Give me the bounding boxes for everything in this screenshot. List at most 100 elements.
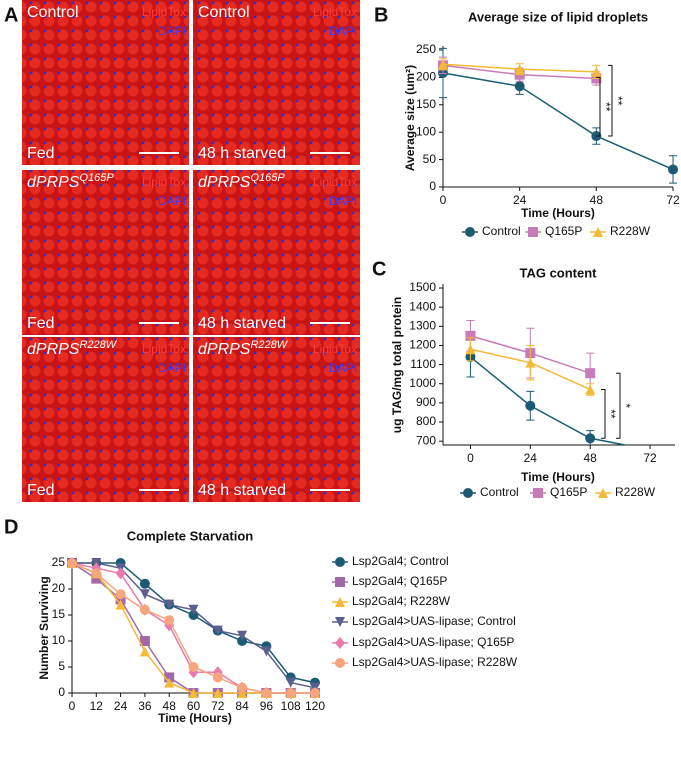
legend-marker <box>533 488 543 498</box>
marker <box>285 677 296 688</box>
y-tick-label: 800 <box>416 414 436 428</box>
genotype: dPRPS <box>27 341 80 358</box>
micrograph <box>22 337 189 502</box>
marker <box>115 594 126 605</box>
marker <box>585 433 596 444</box>
genotype: dPRPS <box>27 174 80 191</box>
x-tick-label: 48 <box>590 193 604 207</box>
stain-label: DAPI <box>329 24 357 38</box>
legend-label: Control <box>480 485 519 499</box>
legend-label: R228W <box>610 224 651 238</box>
legend-label: Q165P <box>550 485 587 499</box>
marker <box>591 66 602 77</box>
condition-label: 48 h starved <box>198 482 286 499</box>
marker <box>139 646 150 657</box>
legend-label: Lsp2Gal4>UAS-lipase; R228W <box>352 655 518 669</box>
panel-label: C <box>372 258 386 280</box>
marker <box>585 384 596 395</box>
genotype-label: dPRPSR228W <box>198 339 289 358</box>
marker <box>115 567 126 580</box>
legend-marker <box>528 227 538 237</box>
stain-label: LipidTox <box>313 342 357 356</box>
micrograph <box>193 170 360 335</box>
x-tick-label: 60 <box>187 699 201 713</box>
legend-marker <box>335 597 345 607</box>
x-tick-label: 108 <box>281 699 301 713</box>
marker <box>525 400 536 411</box>
x-tick-label: 72 <box>666 193 680 207</box>
significance-bracket <box>616 372 621 439</box>
panel-label: A <box>4 4 18 26</box>
plot-area <box>67 557 320 699</box>
marker <box>514 64 525 75</box>
micrograph <box>193 337 360 502</box>
stain-label: DAPI <box>329 194 357 208</box>
genotype: dPRPS <box>198 341 251 358</box>
genotype: dPRPS <box>198 174 251 191</box>
legend-label: R228W <box>615 485 656 499</box>
x-tick-label: 48 <box>584 451 598 465</box>
significance-label: ** <box>599 102 613 112</box>
legend-marker <box>598 488 608 498</box>
marker <box>164 615 175 626</box>
legend-marker <box>593 227 603 237</box>
marker <box>237 682 248 693</box>
genotype-label: dPRPSQ165P <box>27 172 114 191</box>
legend-label: Lsp2Gal4; R228W <box>352 594 451 608</box>
condition-label: 48 h starved <box>198 315 286 332</box>
marker <box>188 662 199 672</box>
marker <box>115 589 126 600</box>
condition-label: Fed <box>27 315 55 332</box>
chart-title: Average size of lipid droplets <box>468 9 648 24</box>
legend-marker <box>335 617 345 627</box>
chart-title: TAG content <box>519 265 597 280</box>
allele: R228W <box>79 339 117 351</box>
legend-label: Lsp2Gal4>UAS-lipase; Q165P <box>352 635 514 649</box>
marker <box>668 164 678 175</box>
series-line <box>469 356 630 445</box>
y-tick-label: 700 <box>416 433 436 447</box>
allele: Q165P <box>79 172 114 184</box>
plot-area <box>465 320 652 445</box>
marker <box>115 599 126 610</box>
marker <box>164 677 175 688</box>
y-axis-label: ug TAG/mg total protein <box>390 297 404 433</box>
marker <box>164 672 175 683</box>
marker <box>212 625 223 636</box>
x-tick-label: 24 <box>114 699 128 713</box>
x-tick-label: 24 <box>524 451 538 465</box>
significance-bracket <box>608 64 613 137</box>
condition-label: Fed <box>27 482 55 499</box>
legend-marker <box>335 658 345 668</box>
allele: R228W <box>250 339 288 351</box>
stain-label: DAPI <box>158 194 186 208</box>
genotype-label: Control <box>198 4 250 21</box>
panel-label: D <box>4 516 18 538</box>
marker <box>310 688 320 698</box>
y-tick-label: 15 <box>52 607 66 621</box>
genotype: Control <box>198 4 250 21</box>
marker <box>237 636 248 646</box>
marker <box>261 688 272 698</box>
marker <box>514 81 525 92</box>
y-tick-label: 1000 <box>409 376 436 390</box>
y-tick-label: 150 <box>416 97 436 111</box>
condition-label: 48 h starved <box>198 145 286 162</box>
genotype: Control <box>27 4 79 21</box>
marker <box>285 688 296 698</box>
y-tick-label: 250 <box>416 42 436 56</box>
marker <box>139 589 150 600</box>
significance-bracket <box>596 76 601 137</box>
legend-label: Control <box>482 224 521 238</box>
stain-label: LipidTox <box>142 342 186 356</box>
y-tick-label: 1200 <box>409 338 436 352</box>
legend-label: Lsp2Gal4; Q165P <box>352 574 447 588</box>
marker <box>585 368 596 379</box>
stain-label: LipidTox <box>313 175 357 189</box>
marker <box>164 599 175 610</box>
marker <box>212 688 223 698</box>
marker <box>525 357 536 368</box>
y-tick-label: 1300 <box>409 318 436 332</box>
stain-label: LipidTox <box>142 5 186 19</box>
marker <box>465 330 476 341</box>
